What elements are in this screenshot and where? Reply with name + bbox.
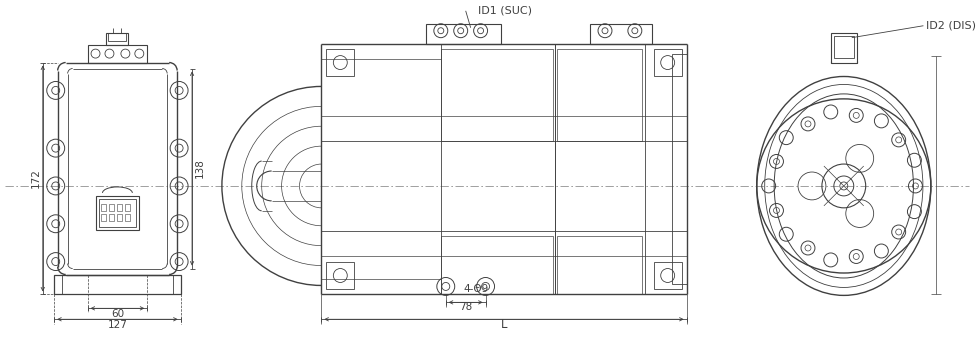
Bar	[440, 49, 553, 141]
Bar	[833, 36, 853, 58]
Text: 60: 60	[111, 309, 124, 319]
Bar	[671, 54, 686, 284]
Bar	[556, 49, 642, 141]
Bar	[87, 45, 147, 62]
Bar	[830, 33, 856, 62]
Bar	[117, 214, 122, 221]
Bar	[440, 236, 553, 295]
Bar	[54, 275, 180, 295]
Bar	[125, 214, 130, 221]
Bar	[117, 204, 122, 211]
Bar	[125, 204, 130, 211]
Bar	[107, 33, 128, 45]
Bar	[590, 24, 651, 44]
Text: 78: 78	[459, 302, 471, 312]
Text: 138: 138	[195, 158, 204, 178]
Text: 127: 127	[108, 320, 127, 330]
Text: 4-Θ9: 4-Θ9	[463, 284, 488, 295]
Bar	[110, 214, 114, 221]
Text: L: L	[500, 318, 507, 331]
Bar	[63, 275, 172, 295]
Bar	[556, 236, 642, 295]
Bar	[102, 214, 107, 221]
Text: ID2 (DIS): ID2 (DIS)	[925, 21, 975, 31]
Text: ID1 (SUC): ID1 (SUC)	[478, 6, 532, 16]
Bar	[653, 49, 681, 76]
Bar	[425, 24, 500, 44]
Bar	[326, 49, 354, 76]
Bar	[109, 33, 126, 41]
Bar	[99, 199, 136, 227]
Bar	[326, 261, 354, 289]
Bar	[653, 261, 681, 289]
Bar	[110, 204, 114, 211]
Bar	[96, 196, 139, 230]
Bar	[102, 204, 107, 211]
Text: 172: 172	[30, 169, 41, 188]
